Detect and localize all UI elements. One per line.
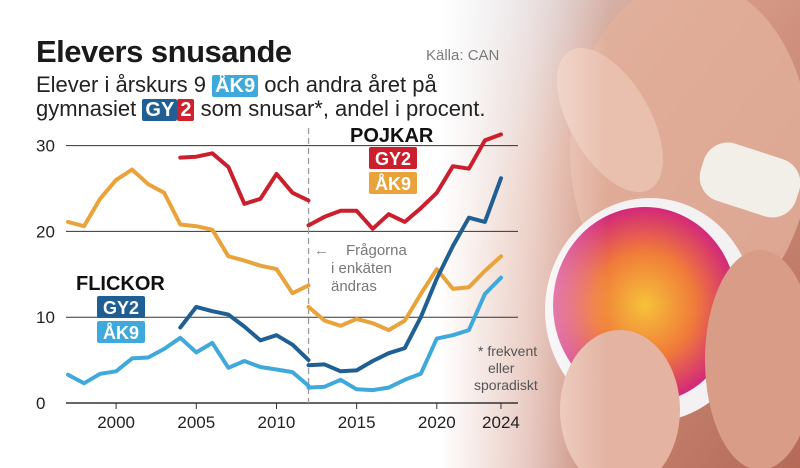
subtitle-text: Elever i årskurs 9 xyxy=(36,72,206,97)
legend-swatch-boys-ak9 xyxy=(369,172,417,194)
y-tick-label: 10 xyxy=(36,308,55,327)
x-tick-label: 2010 xyxy=(258,413,296,432)
series-line-girls-ak9 xyxy=(66,335,311,388)
subtitle-line-2: gymnasiet GY 2 som snusar*, andel i proce… xyxy=(36,96,486,122)
subtitle-line-1: Elever i årskurs 9 ÅK9 och andra året på xyxy=(36,72,437,98)
y-tick-labels: 0 10 20 30 xyxy=(36,137,55,413)
y-tick-label: 0 xyxy=(36,394,45,413)
y-tick-label: 20 xyxy=(36,222,55,241)
series-line-boys-gy2 xyxy=(178,151,311,206)
x-tick-label: 2024 xyxy=(482,413,520,432)
series-line-girls-gy2 xyxy=(178,304,311,363)
source-label: Källa: CAN xyxy=(426,47,500,64)
legend-boys: POJKAR GY2 ÅK9 xyxy=(350,125,434,194)
legend-swatch-girls-gy2 xyxy=(97,296,145,318)
footnote-line: sporadiskt xyxy=(474,377,538,393)
series-line-boys-gy2 xyxy=(306,132,503,231)
annotation-line: i enkäten xyxy=(331,260,392,277)
legend-heading-boys: POJKAR xyxy=(350,125,434,147)
series-line-boys-ak9 xyxy=(66,167,311,296)
footnote: * frekvent eller sporadiskt xyxy=(474,343,538,393)
x-tick-label: 2000 xyxy=(97,413,135,432)
legend-heading-girls: FLICKOR xyxy=(76,273,165,295)
footnote-line: eller xyxy=(488,360,515,376)
arrow-left-icon: ← xyxy=(314,242,329,259)
annotation-line: Frågorna xyxy=(346,242,408,259)
x-tick-label: 2020 xyxy=(418,413,456,432)
series-line-girls-gy2 xyxy=(306,176,503,374)
legend-swatch-girls-ak9 xyxy=(97,321,145,343)
subtitle-text: som snusar*, andel i procent. xyxy=(200,96,486,121)
footnote-line: * frekvent xyxy=(478,343,537,359)
legend-label-girls-ak9: ÅK9 xyxy=(103,323,139,343)
gy2-tag-left: GY xyxy=(142,99,178,121)
legend-label-boys-ak9: ÅK9 xyxy=(375,174,411,194)
legend-label-boys-gy2: GY2 xyxy=(375,149,411,169)
subtitle-text: gymnasiet xyxy=(36,96,137,121)
x-tick-label: 2015 xyxy=(338,413,376,432)
subtitle-text: och andra året på xyxy=(264,72,437,97)
annotation-line: ändras xyxy=(331,278,377,295)
ak9-tag: ÅK9 xyxy=(212,75,259,97)
legend-swatch-boys-gy2 xyxy=(369,147,417,169)
series-line-girls-ak9 xyxy=(306,275,503,393)
y-tick-label: 30 xyxy=(36,137,55,156)
gy2-tag-right: 2 xyxy=(177,99,195,121)
x-tick-labels: 2000 2005 2010 2015 2020 2024 xyxy=(97,403,520,432)
question-change-note: ← Frågorna i enkäten ändras xyxy=(314,242,408,295)
x-tick-label: 2005 xyxy=(177,413,215,432)
series-lines xyxy=(66,132,503,393)
legend-girls: FLICKOR GY2 ÅK9 xyxy=(76,273,165,343)
legend-label-girls-gy2: GY2 xyxy=(103,298,139,318)
series-line-boys-ak9 xyxy=(306,254,503,333)
chart-title: Elevers snusande xyxy=(36,34,292,69)
